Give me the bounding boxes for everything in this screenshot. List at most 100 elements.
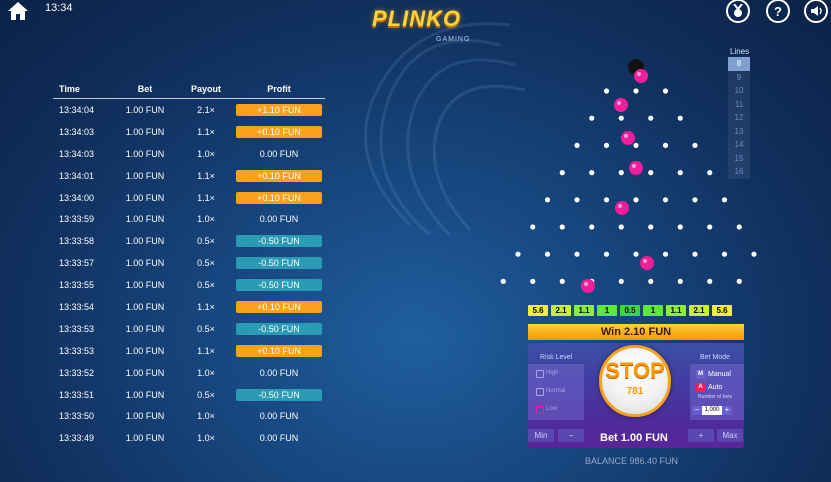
bet-amount: Bet 1.00 FUN: [600, 432, 668, 444]
row-payout: 0.5×: [197, 236, 215, 247]
sound-icon[interactable]: [804, 0, 828, 23]
peg: [648, 170, 654, 176]
lines-label: Lines: [730, 47, 750, 56]
bet-increase-button[interactable]: +: [688, 429, 714, 442]
row-profit: +1.10 FUN: [233, 99, 325, 121]
risk-normal-label: Normal: [546, 388, 566, 394]
risk-low-option[interactable]: Low: [528, 400, 584, 418]
peg: [574, 142, 580, 148]
lines-option-14[interactable]: 14: [734, 140, 744, 149]
manual-key-icon: M: [696, 369, 705, 379]
ball-highlight: [643, 259, 647, 263]
peg: [589, 170, 595, 176]
peg: [648, 115, 654, 121]
table-row: 13:33:57 1.00 FUN 0.5× -0.50 FUN: [53, 252, 325, 274]
row-bet: 1.00 FUN: [125, 367, 165, 378]
bets-increase-button[interactable]: +: [722, 406, 732, 415]
col-profit: Profit: [233, 80, 325, 99]
peg: [633, 251, 639, 257]
mode-manual-label: Manual: [708, 371, 731, 378]
mode-auto-option[interactable]: A Auto: [690, 381, 744, 394]
row-payout: 1.0×: [197, 433, 215, 444]
ball: [615, 201, 629, 215]
row-bet: 1.00 FUN: [125, 236, 165, 247]
peg: [603, 88, 610, 94]
row-payout: 1.0×: [197, 148, 215, 159]
peg: [648, 278, 654, 284]
medal-icon[interactable]: [726, 0, 750, 23]
row-bet: 1.00 FUN: [125, 280, 165, 291]
stop-button[interactable]: STOP 781: [599, 345, 671, 417]
peg: [618, 115, 624, 121]
ball-highlight: [584, 282, 588, 286]
profit-pill: -0.50 FUN: [236, 235, 322, 248]
home-icon[interactable]: [6, 0, 30, 22]
help-icon[interactable]: ?: [766, 0, 790, 23]
row-profit: -0.50 FUN: [233, 252, 325, 274]
stop-label: STOP: [605, 358, 665, 383]
profit-pill: +0.10 FUN: [236, 344, 322, 357]
lines-option-8[interactable]: 8: [728, 57, 750, 71]
peg: [707, 224, 713, 230]
peg: [692, 142, 698, 148]
plinko-board: [500, 59, 757, 293]
peg: [589, 115, 595, 121]
profit-pill: 0.00 FUN: [259, 367, 299, 378]
peg: [736, 278, 742, 284]
row-payout: 2.1×: [197, 104, 215, 115]
lines-option-15[interactable]: 15: [734, 153, 744, 163]
number-of-bets-value[interactable]: 1,000: [702, 406, 722, 415]
row-payout: 1.1×: [197, 345, 215, 356]
table-row: 13:33:52 1.00 FUN 1.0× 0.00 FUN: [53, 362, 325, 384]
bet-min-button[interactable]: Min: [528, 429, 554, 442]
ball: [634, 69, 648, 83]
row-profit: -0.50 FUN: [233, 318, 325, 340]
bet-max-button[interactable]: Max: [717, 429, 743, 442]
row-time: 13:33:54: [59, 301, 95, 312]
table-row: 13:34:01 1.00 FUN 1.1× +0.10 FUN: [53, 165, 325, 187]
ball-highlight: [618, 204, 622, 208]
profit-pill: 0.00 FUN: [259, 148, 299, 159]
peg: [574, 197, 580, 203]
risk-low-icon: [536, 406, 544, 414]
risk-low-label: Low: [546, 406, 558, 412]
col-bet: Bet: [111, 80, 179, 99]
table-row: 13:33:54 1.00 FUN 1.1× +0.10 FUN: [53, 296, 325, 318]
multiplier-slot: 1.1: [666, 305, 686, 316]
row-bet: 1.00 FUN: [125, 323, 165, 334]
risk-high-option[interactable]: High: [528, 364, 584, 382]
lines-option-9[interactable]: 9: [736, 72, 742, 82]
multiplier-slot: 1.1: [574, 305, 594, 316]
row-bet: 1.00 FUN: [125, 104, 165, 115]
lines-option-10[interactable]: 10: [734, 86, 744, 95]
profit-pill: 0.00 FUN: [259, 214, 299, 225]
lines-option-13[interactable]: 13: [734, 126, 744, 136]
profit-pill: -0.50 FUN: [236, 322, 322, 335]
peg: [662, 197, 669, 203]
ball: [640, 256, 654, 270]
table-header-row: Time Bet Payout Profit: [53, 80, 325, 99]
row-time: 13:33:57: [59, 258, 95, 269]
bet-history-table: Time Bet Payout Profit 13:34:04 1.00 FUN 2…: [53, 80, 325, 449]
risk-normal-option[interactable]: Normal: [528, 382, 584, 400]
peg: [633, 197, 639, 203]
peg: [677, 278, 683, 284]
table-row: 13:33:50 1.00 FUN 1.0× 0.00 FUN: [53, 405, 325, 427]
table-row: 13:33:58 1.00 FUN 0.5× -0.50 FUN: [53, 230, 325, 252]
profit-pill: +0.10 FUN: [236, 125, 322, 138]
row-profit: +0.10 FUN: [233, 165, 325, 187]
logo: PLINKO: [372, 6, 462, 31]
peg: [515, 251, 521, 257]
clock: 13:34: [45, 2, 73, 14]
row-time: 13:33:58: [59, 236, 95, 247]
ball: [629, 161, 643, 175]
mode-manual-option[interactable]: M Manual: [690, 368, 744, 381]
bets-decrease-button[interactable]: −: [692, 406, 702, 415]
peg: [603, 197, 610, 203]
peg: [692, 251, 698, 257]
lines-option-16[interactable]: 16: [734, 167, 744, 176]
lines-option-11[interactable]: 11: [734, 99, 744, 109]
bet-decrease-button[interactable]: −: [558, 429, 584, 442]
row-time: 13:33:51: [59, 389, 95, 400]
lines-option-12[interactable]: 12: [734, 113, 744, 122]
